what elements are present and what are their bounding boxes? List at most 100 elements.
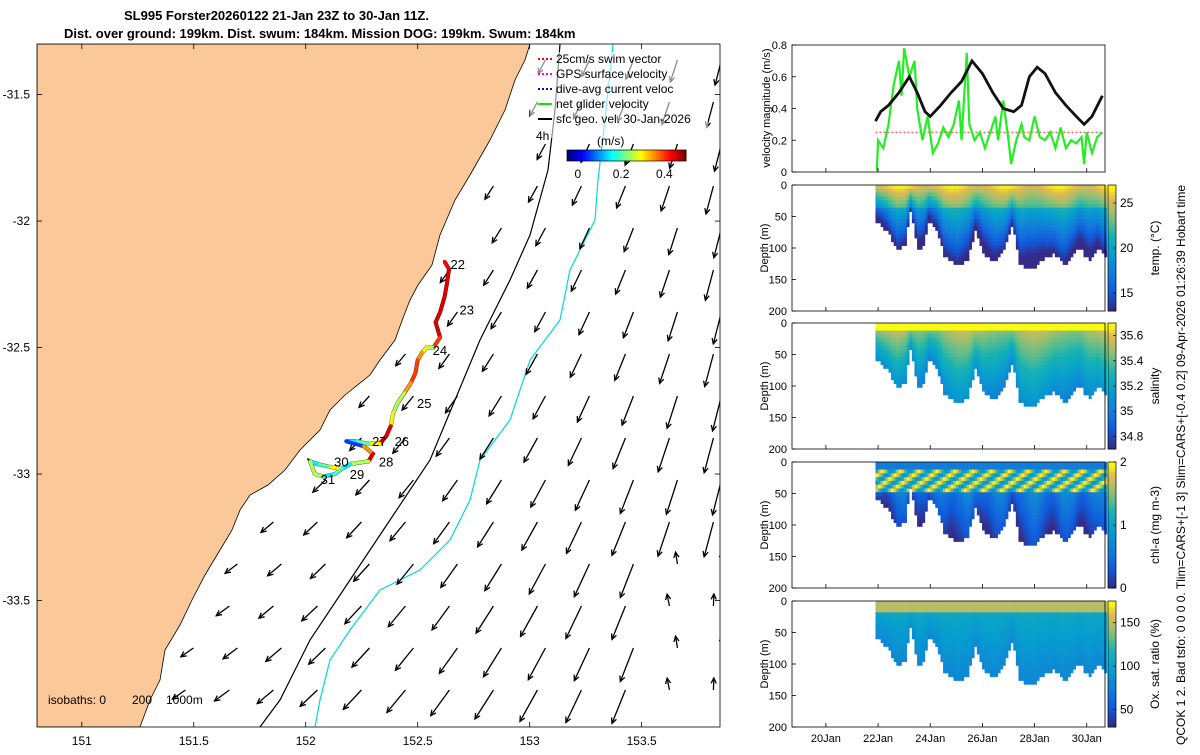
section-cell bbox=[912, 485, 915, 489]
section-cell bbox=[1073, 496, 1076, 500]
section-cell bbox=[961, 357, 964, 361]
section-cell bbox=[985, 327, 988, 331]
depth-tick-label: 0 bbox=[781, 318, 787, 330]
section-cell bbox=[1011, 470, 1014, 474]
section-cell bbox=[953, 227, 956, 231]
section-cell bbox=[953, 466, 956, 470]
section-cell bbox=[914, 208, 917, 212]
section-cell bbox=[1057, 522, 1060, 526]
section-colorbar-cell bbox=[1108, 232, 1116, 236]
section-cell bbox=[917, 227, 920, 231]
section-cell bbox=[1005, 219, 1008, 223]
section-cell bbox=[1026, 376, 1029, 380]
section-cell bbox=[1063, 327, 1066, 331]
section-cell bbox=[1003, 361, 1006, 365]
section-cell bbox=[1013, 496, 1016, 500]
section-cell bbox=[1078, 353, 1081, 357]
section-cell bbox=[1073, 462, 1076, 466]
section-cell bbox=[1047, 391, 1050, 395]
section-cell bbox=[938, 368, 941, 372]
section-cell bbox=[1029, 323, 1032, 327]
section-cell bbox=[1024, 526, 1027, 530]
section-cell bbox=[891, 346, 894, 350]
section-cell bbox=[896, 208, 899, 212]
section-cell bbox=[1065, 331, 1068, 335]
section-cell bbox=[1044, 466, 1047, 470]
section-cell bbox=[951, 346, 954, 350]
section-cell bbox=[1044, 372, 1047, 376]
section-cell bbox=[990, 376, 993, 380]
section-cell bbox=[933, 193, 936, 197]
section-cell bbox=[972, 485, 975, 489]
section-cell bbox=[959, 526, 962, 530]
section-cell bbox=[1024, 515, 1027, 519]
section-cell bbox=[1094, 204, 1097, 208]
section-cell bbox=[951, 185, 954, 189]
section-cell bbox=[1008, 342, 1011, 346]
section-cell bbox=[1050, 334, 1053, 338]
section-cell bbox=[940, 365, 943, 369]
section-cell bbox=[927, 193, 930, 197]
section-cell bbox=[1031, 383, 1034, 387]
section-cell bbox=[966, 253, 969, 257]
section-cell bbox=[917, 215, 920, 219]
section-cell bbox=[1076, 488, 1079, 492]
section-cell bbox=[956, 196, 959, 200]
section-cell bbox=[940, 227, 943, 231]
section-cell bbox=[896, 470, 899, 474]
section-cell bbox=[1037, 196, 1040, 200]
section-cell bbox=[943, 462, 946, 466]
section-cell bbox=[1005, 342, 1008, 346]
section-cell bbox=[899, 368, 902, 372]
section-cell bbox=[969, 204, 972, 208]
section-cell bbox=[943, 234, 946, 238]
section-cell bbox=[1068, 357, 1071, 361]
section-cell bbox=[1065, 215, 1068, 219]
section-cell bbox=[990, 323, 993, 327]
section-cell bbox=[1018, 522, 1021, 526]
section-cell bbox=[992, 238, 995, 242]
section-cell bbox=[951, 534, 954, 538]
section-cell bbox=[1052, 365, 1055, 369]
section-cell bbox=[933, 357, 936, 361]
section-cell bbox=[907, 357, 910, 361]
section-cell bbox=[1076, 515, 1079, 519]
section-cell bbox=[907, 361, 910, 365]
section-cell bbox=[922, 208, 925, 212]
section-cell bbox=[966, 368, 969, 372]
section-cell bbox=[951, 204, 954, 208]
section-cell bbox=[995, 395, 998, 399]
section-cell bbox=[1034, 334, 1037, 338]
section-cell bbox=[1086, 208, 1089, 212]
section-cell bbox=[907, 196, 910, 200]
section-cell bbox=[959, 327, 962, 331]
section-cell bbox=[972, 208, 975, 212]
section-cell bbox=[1000, 353, 1003, 357]
section-cell bbox=[940, 200, 943, 204]
section-cell bbox=[901, 477, 904, 481]
section-cell bbox=[1055, 387, 1058, 391]
section-cell bbox=[995, 215, 998, 219]
section-cell bbox=[888, 485, 891, 489]
section-cell bbox=[969, 234, 972, 238]
section-cell bbox=[1029, 511, 1032, 515]
section-cell bbox=[1024, 261, 1027, 265]
section-cell bbox=[943, 365, 946, 369]
depth-tick-label: 50 bbox=[775, 350, 787, 362]
section-cell bbox=[966, 481, 969, 485]
section-cell bbox=[1063, 253, 1066, 257]
section-cell bbox=[927, 349, 930, 353]
section-cell bbox=[907, 462, 910, 466]
section-cell bbox=[956, 387, 959, 391]
section-cell bbox=[894, 346, 897, 350]
section-cell bbox=[964, 353, 967, 357]
section-cell bbox=[917, 380, 920, 384]
section-cell bbox=[1047, 338, 1050, 342]
section-cell bbox=[940, 223, 943, 227]
section-cell bbox=[1050, 466, 1053, 470]
section-cell bbox=[977, 189, 980, 193]
section-cell bbox=[886, 219, 889, 223]
section-cell bbox=[977, 353, 980, 357]
section-cell bbox=[886, 338, 889, 342]
section-cell bbox=[1089, 372, 1092, 376]
